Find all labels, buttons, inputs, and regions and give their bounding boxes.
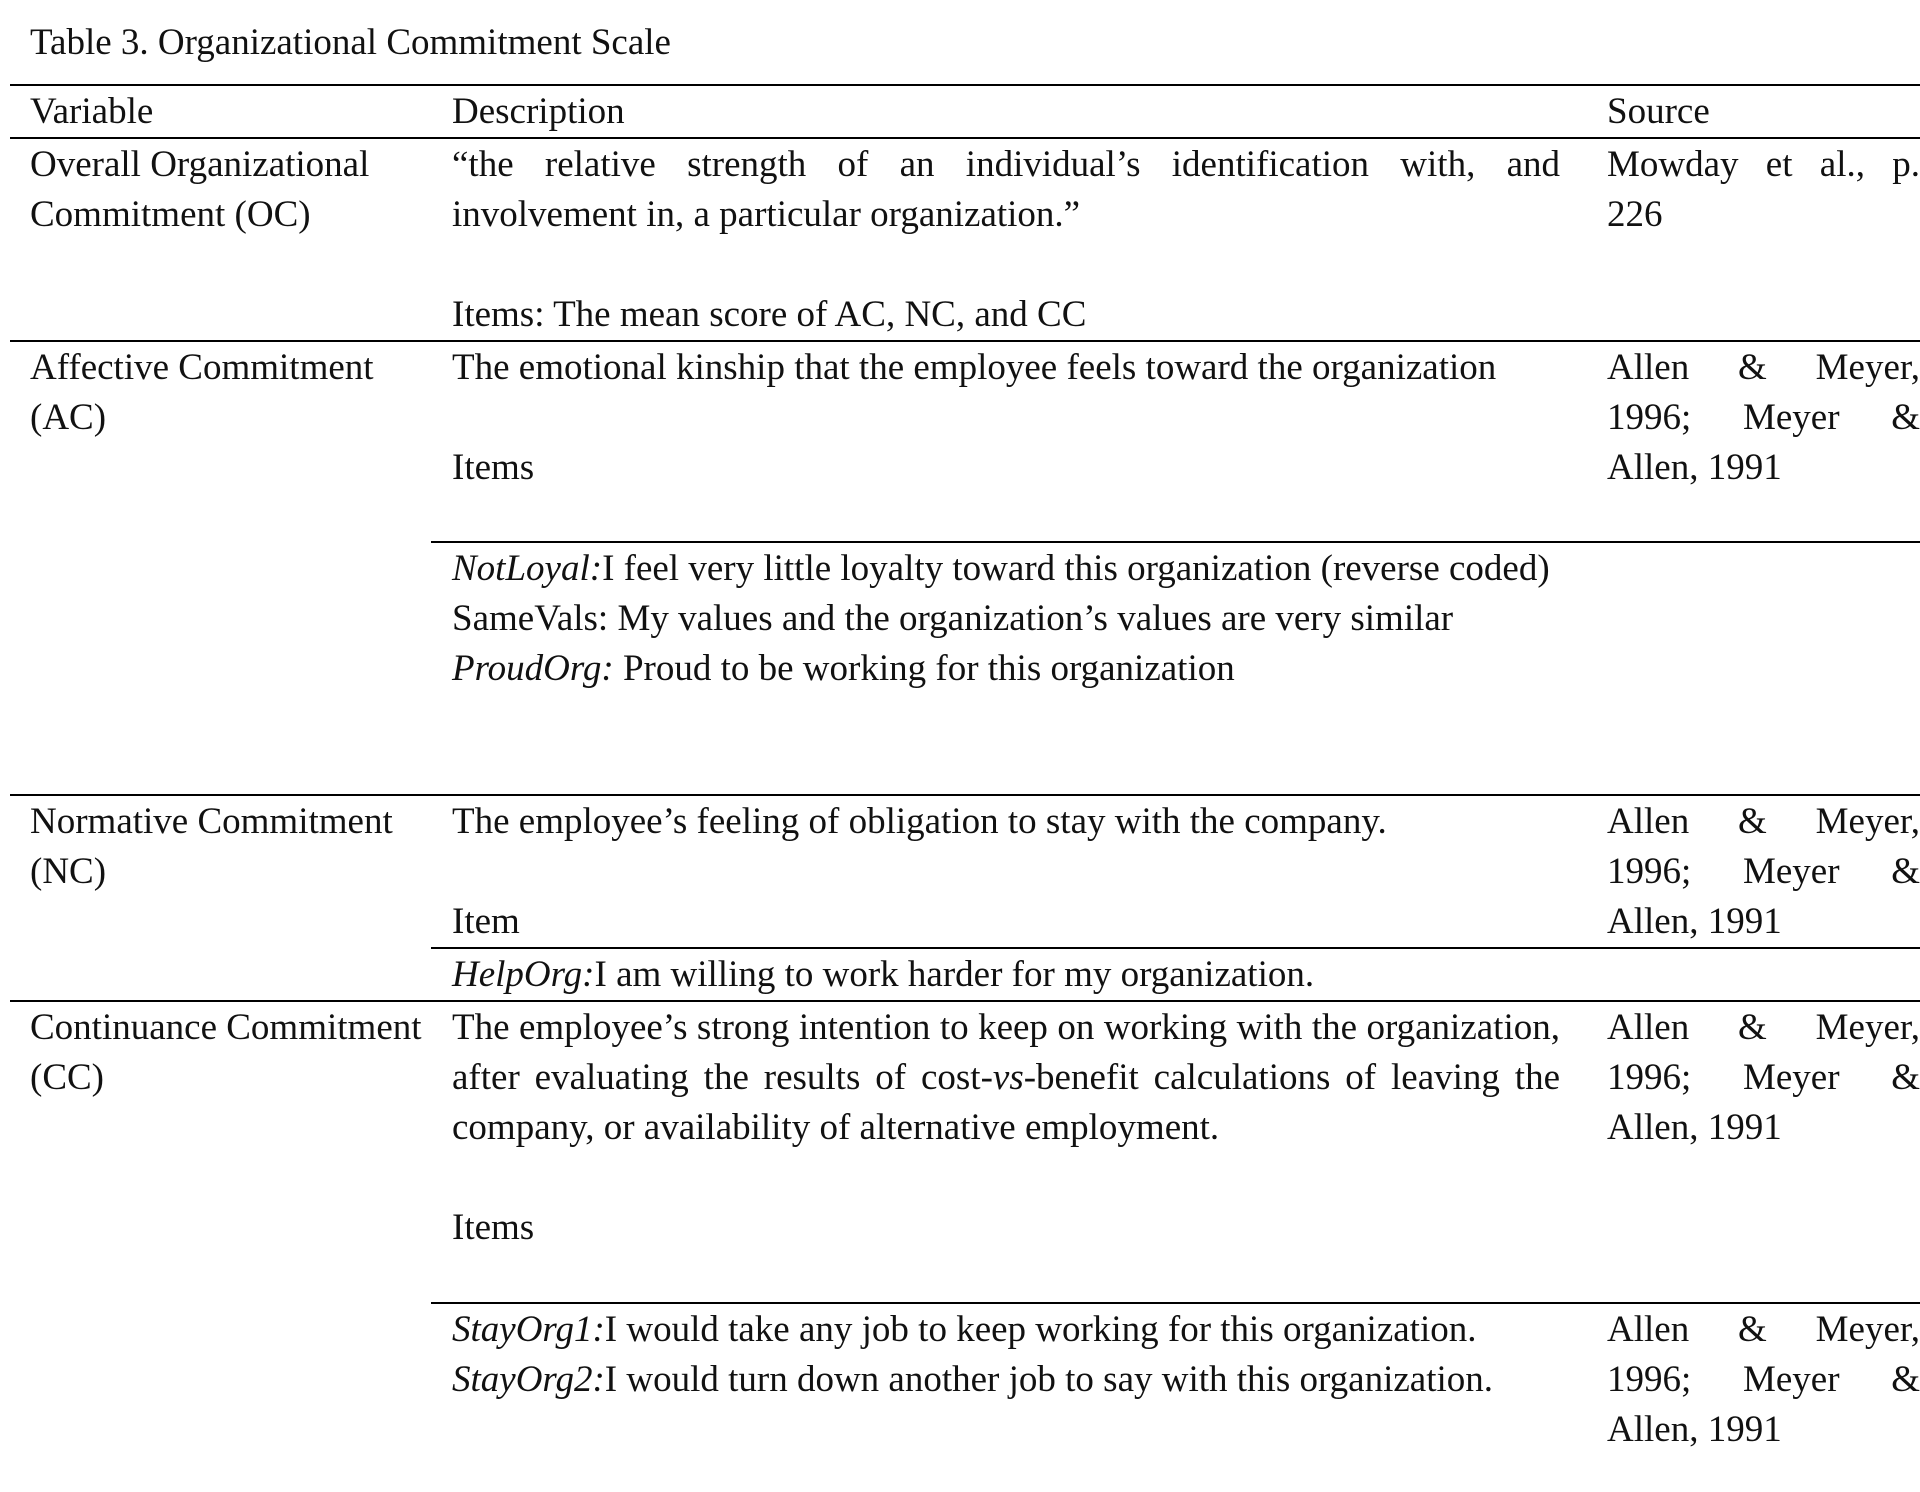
description-cell: The emotional kinship that the employee … xyxy=(431,340,1583,542)
item-text: My values and the organization’s values … xyxy=(608,598,1454,639)
source-cell: Allen & Meyer, 1996; Meyer & Allen, 1991 xyxy=(1583,1000,1920,1303)
item-samevals: SameVals: My values and the organization… xyxy=(452,594,1560,644)
commitment-scale-table: Variable Description Source Overall Orga… xyxy=(10,84,1920,1455)
description-text: The employee’s strong intention to keep … xyxy=(452,1003,1560,1153)
item-notloyal: NotLoyal:I feel very little loyalty towa… xyxy=(452,544,1560,594)
items-cell: NotLoyal:I feel very little loyalty towa… xyxy=(431,541,1583,795)
description-cell: “the relative strength of an individual’… xyxy=(431,137,1583,341)
table-row-oc: Overall Organizational Commitment (OC) “… xyxy=(10,137,1920,341)
items-cell: HelpOrg:I am willing to work harder for … xyxy=(431,947,1583,1001)
source-text: Allen & Meyer, 1996; Meyer & Allen, 1991 xyxy=(1607,1309,1920,1450)
items-label: Items xyxy=(452,447,535,488)
item-proudorg: ProudOrg: Proud to be working for this o… xyxy=(452,644,1560,694)
table-subrow-cc-items: StayOrg1:I would take any job to keep wo… xyxy=(10,1302,1920,1455)
item-name: StayOrg2: xyxy=(452,1359,605,1400)
description-italic: vs xyxy=(992,1057,1024,1098)
item-name: SameVals: xyxy=(452,598,609,639)
item-name: NotLoyal: xyxy=(452,548,603,589)
header-source: Source xyxy=(1583,84,1920,139)
source-cell: Allen & Meyer, 1996; Meyer & Allen, 1991 xyxy=(1583,340,1920,542)
table-header-row: Variable Description Source xyxy=(10,84,1920,139)
source-cell: Mowday et al., p. 226 xyxy=(1583,137,1920,341)
table-row-cc: Continuance Commitment (CC) The employee… xyxy=(10,1000,1920,1455)
table-title: Table 3. Organizational Commitment Scale xyxy=(30,22,671,63)
description-text: “the relative strength of an individual’… xyxy=(452,144,1560,235)
items-label: Items: The mean score of AC, NC, and CC xyxy=(452,294,1087,335)
source-cell xyxy=(1583,947,1920,1001)
item-name: ProudOrg: xyxy=(452,648,614,689)
source-text: Allen & Meyer, 1996; Meyer & Allen, 1991 xyxy=(1607,1007,1920,1148)
items-cell: StayOrg1:I would take any job to keep wo… xyxy=(431,1302,1583,1455)
table-subrow-ac-items: NotLoyal:I feel very little loyalty towa… xyxy=(10,541,1920,795)
table-row-nc: Normative Commitment (NC) The employee’s… xyxy=(10,794,1920,1001)
source-text: Mowday et al., p. 226 xyxy=(1607,144,1920,235)
variable-cell: Overall Organizational Commitment (OC) xyxy=(10,137,431,341)
item-text: Proud to be working for this organizatio… xyxy=(613,648,1235,689)
description-text: The employee’s feeling of obligation to … xyxy=(452,801,1387,842)
variable-cell: Affective Commitment (AC) xyxy=(10,340,431,795)
source-cell xyxy=(1583,541,1920,795)
header-variable: Variable xyxy=(10,84,431,139)
item-text: I would take any job to keep working for… xyxy=(604,1309,1477,1350)
item-text: I feel very little loyalty toward this o… xyxy=(602,548,1550,589)
description-part: -benefit calculations of leaving the com… xyxy=(452,1057,1560,1148)
description-cell: The employee’s feeling of obligation to … xyxy=(431,794,1583,948)
item-text: I am willing to work harder for my organ… xyxy=(594,954,1315,995)
description-text: The emotional kinship that the employee … xyxy=(452,347,1497,388)
item-text: I would turn down another job to say wit… xyxy=(604,1359,1493,1400)
item-helporg: HelpOrg:I am willing to work harder for … xyxy=(452,950,1560,1000)
item-stayorg2: StayOrg2:I would turn down another job t… xyxy=(452,1355,1560,1405)
item-name: HelpOrg: xyxy=(452,954,595,995)
item-name: StayOrg1: xyxy=(452,1309,605,1350)
source-text: Allen & Meyer, 1996; Meyer & Allen, 1991 xyxy=(1607,801,1920,942)
source-cell: Allen & Meyer, 1996; Meyer & Allen, 1991 xyxy=(1583,794,1920,948)
item-stayorg1: StayOrg1:I would take any job to keep wo… xyxy=(452,1305,1560,1355)
source-text: Allen & Meyer, 1996; Meyer & Allen, 1991 xyxy=(1607,347,1920,488)
table-row-ac: Affective Commitment (AC) The emotional … xyxy=(10,340,1920,795)
description-cell: The employee’s strong intention to keep … xyxy=(431,1000,1583,1303)
items-label: Item xyxy=(452,901,520,942)
table-subrow-nc-items: HelpOrg:I am willing to work harder for … xyxy=(10,947,1920,1001)
variable-cell: Continuance Commitment (CC) xyxy=(10,1000,431,1455)
source-cell: Allen & Meyer, 1996; Meyer & Allen, 1991 xyxy=(1583,1302,1920,1455)
variable-cell: Normative Commitment (NC) xyxy=(10,794,431,1001)
description-part: The employee’s strong intention to keep … xyxy=(452,1007,1560,1098)
header-description: Description xyxy=(431,84,1583,139)
items-label: Items xyxy=(452,1207,535,1248)
